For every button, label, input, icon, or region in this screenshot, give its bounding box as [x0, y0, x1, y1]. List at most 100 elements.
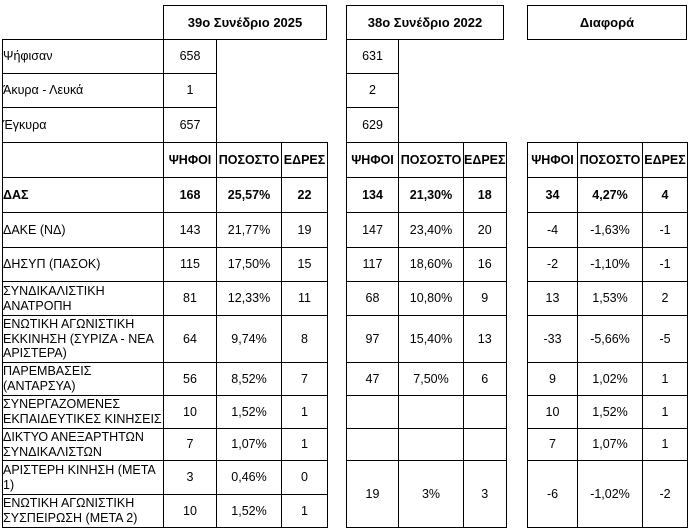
votes-cell: 147	[346, 212, 399, 248]
table-row: 7 1,07% 1	[527, 428, 688, 461]
summary-table-2022: 631 2 629	[346, 39, 399, 143]
percent-cell: 1,52%	[216, 395, 282, 429]
seats-cell: 4	[642, 177, 688, 213]
votes-cell: 7	[527, 428, 578, 461]
party-label: ΑΡΙΣΤΕΡΗ ΚΙΝΗΣΗ (ΜΕΤΑ 1)	[2, 460, 164, 495]
votes-cell: 631	[346, 39, 399, 74]
percent-cell: 23,40%	[398, 212, 464, 248]
party-label: ΕΝΩΤΙΚΗ ΑΓΩΝΙΣΤΙΚΗ ΣΥΣΠΕΙΡΩΣΗ (ΜΕΤΑ 2)	[2, 494, 164, 528]
seats-cell: 20	[463, 212, 507, 248]
percent-cell: 7,50%	[398, 362, 464, 396]
votes-cell: 115	[163, 247, 217, 282]
table-row: 10 1,52% 1	[527, 395, 688, 429]
votes-cell: 64	[163, 315, 217, 363]
table-row: 97 15,40% 13	[346, 315, 507, 363]
seats-cell: 8	[281, 315, 328, 363]
table-row: -4 -1,63% -1	[527, 212, 688, 248]
percent-cell: 10,80%	[398, 281, 464, 316]
table-row: 13 1,53% 2	[527, 281, 688, 316]
results-table-2025: ΨΗΦΟΙ ΠΟΣΟΣΤΟ ΕΔΡΕΣ ΔΑΣ 168 25,57% 22 ΔΑΚΕ …	[2, 142, 328, 528]
seats-cell: -1	[642, 247, 688, 282]
votes-cell: 3	[163, 460, 217, 495]
percent-cell: 17,50%	[216, 247, 282, 282]
votes-cell: 10	[527, 395, 578, 429]
table-row: ΔΗΣΥΠ (ΠΑΣΟΚ) 115 17,50% 15	[2, 247, 328, 282]
table-row-merged: -6 -1,02% -2	[527, 460, 688, 528]
table-row: ΠΑΡΕΜΒΑΣΕΙΣ (ΑΝΤΑΡΣΥΑ) 56 8,52% 7	[2, 362, 328, 396]
seats-cell: 22	[281, 177, 328, 213]
party-label: ΔΙΚΤΥΟ ΑΝΕΞΑΡΤΗΤΩΝ ΣΥΝΔΙΚΑΛΙΣΤΩΝ	[2, 428, 164, 461]
seats-cell: 0	[281, 460, 328, 495]
votes-cell: 117	[346, 247, 399, 282]
table-row: Άκυρα - Λευκά 1	[2, 73, 217, 108]
percent-cell: 0,46%	[216, 460, 282, 495]
votes-cell: 97	[346, 315, 399, 363]
seats-cell: 1	[281, 428, 328, 461]
seats-header: ΕΔΡΕΣ	[463, 142, 507, 178]
seats-cell: 7	[281, 362, 328, 396]
seats-cell: 9	[463, 281, 507, 316]
table-row: -2 -1,10% -1	[527, 247, 688, 282]
empty-cell	[398, 428, 464, 461]
percent-cell: -5,66%	[577, 315, 643, 363]
seats-cell: 18	[463, 177, 507, 213]
seats-cell: 16	[463, 247, 507, 282]
votes-cell: 1	[163, 73, 217, 108]
header-row: ΨΗΦΟΙ ΠΟΣΟΣΤΟ ΕΔΡΕΣ	[2, 142, 328, 178]
header-row: ΨΗΦΟΙ ΠΟΣΟΣΤΟ ΕΔΡΕΣ	[527, 142, 688, 178]
header-row: ΨΗΦΟΙ ΠΟΣΟΣΤΟ ΕΔΡΕΣ	[346, 142, 507, 178]
votes-cell: 56	[163, 362, 217, 396]
percent-cell: 21,77%	[216, 212, 282, 248]
summary-label: Ψήφισαν	[2, 39, 164, 74]
seats-cell: 6	[463, 362, 507, 396]
seats-cell: 19	[281, 212, 328, 248]
votes-cell: 2	[346, 73, 399, 108]
table-row: Έγκυρα 657	[2, 107, 217, 143]
votes-cell: 13	[527, 281, 578, 316]
votes-cell: 10	[163, 395, 217, 429]
table-row: -33 -5,66% -5	[527, 315, 688, 363]
percent-cell: 1,07%	[577, 428, 643, 461]
votes-cell: 657	[163, 107, 217, 143]
seats-cell: 1	[642, 362, 688, 396]
table-row: 34 4,27% 4	[527, 177, 688, 213]
table-row: 134 21,30% 18	[346, 177, 507, 213]
percent-cell: 1,52%	[216, 494, 282, 528]
percent-cell: -1,10%	[577, 247, 643, 282]
votes-cell: 168	[163, 177, 217, 213]
votes-cell: 7	[163, 428, 217, 461]
percent-cell: -1,63%	[577, 212, 643, 248]
party-label: ΣΥΝΕΡΓΑΖΟΜΕΝΕΣ ΕΚΠΑΙΔΕΥΤΙΚΕΣ ΚΙΝΗΣΕΙΣ	[2, 395, 164, 429]
table-row	[346, 395, 507, 429]
percent-cell: 18,60%	[398, 247, 464, 282]
table-row: 9 1,02% 1	[527, 362, 688, 396]
seats-cell: 13	[463, 315, 507, 363]
percent-header: ΠΟΣΟΣΤΟ	[577, 142, 643, 178]
seats-cell: 1	[281, 494, 328, 528]
seats-cell: 1	[642, 428, 688, 461]
percent-cell: 1,53%	[577, 281, 643, 316]
congress-2025-header-box: 39ο Συνέδριο 2025	[163, 5, 327, 40]
results-table-diff: ΨΗΦΟΙ ΠΟΣΟΣΤΟ ΕΔΡΕΣ 34 4,27% 4 -4 -1,63% -1 …	[527, 142, 688, 528]
party-label: ΔΑΚΕ (ΝΔ)	[2, 212, 164, 248]
votes-header: ΨΗΦΟΙ	[346, 142, 399, 178]
party-label: ΔΗΣΥΠ (ΠΑΣΟΚ)	[2, 247, 164, 282]
seats-header: ΕΔΡΕΣ	[642, 142, 688, 178]
table-row: Ψήφισαν 658	[2, 39, 217, 74]
seats-header: ΕΔΡΕΣ	[281, 142, 328, 178]
seats-cell: -1	[642, 212, 688, 248]
percent-cell: 1,02%	[577, 362, 643, 396]
party-label: ΠΑΡΕΜΒΑΣΕΙΣ (ΑΝΤΑΡΣΥΑ)	[2, 362, 164, 396]
table-row: ΔΑΣ 168 25,57% 22	[2, 177, 328, 213]
empty-cell	[346, 428, 399, 461]
party-label: ΔΑΣ	[2, 177, 164, 213]
seats-cell: 11	[281, 281, 328, 316]
empty-cell	[463, 428, 507, 461]
votes-cell: -2	[527, 247, 578, 282]
percent-cell: 4,27%	[577, 177, 643, 213]
votes-cell: 143	[163, 212, 217, 248]
congress-2025-title: 39ο Συνέδριο 2025	[187, 15, 303, 30]
party-label: ΕΝΩΤΙΚΗ ΑΓΩΝΙΣΤΙΚΗ ΕΚΚΙΝΗΣΗ (ΣΥΡΙΖΑ - ΝΕ…	[2, 315, 164, 363]
percent-cell: 25,57%	[216, 177, 282, 213]
